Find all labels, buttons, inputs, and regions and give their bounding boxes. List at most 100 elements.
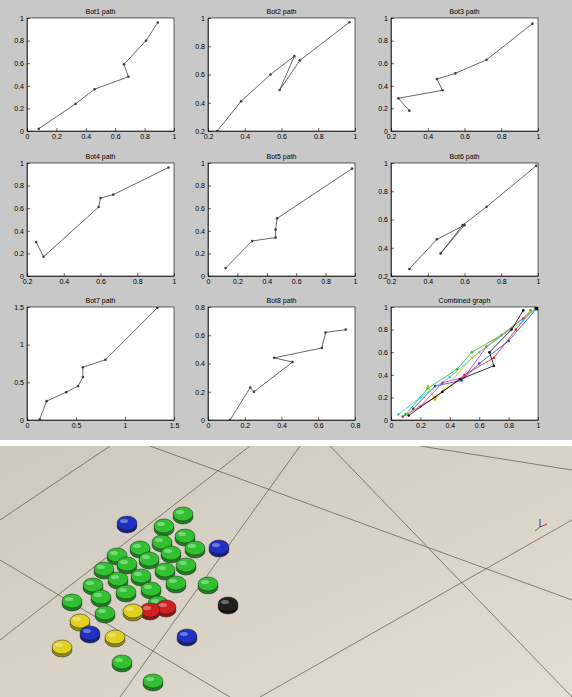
tick: 0.8 (378, 37, 394, 44)
tick: 1 (537, 273, 541, 285)
tick: 0.8 (504, 417, 514, 429)
x-axis: 00.511.5 (26, 417, 180, 429)
y-axis: 00.20.40.60.81 (14, 15, 30, 135)
tick: 0.5 (14, 379, 30, 386)
tick: 0.6 (378, 216, 394, 223)
waypoint (123, 63, 126, 66)
plot-area (397, 22, 534, 112)
robot (117, 516, 137, 533)
tile-seam (420, 446, 572, 470)
waypoint (529, 310, 532, 313)
waypoint (471, 357, 474, 360)
axes-frame (391, 307, 538, 420)
tick-label: 0.4 (240, 133, 250, 140)
waypoint (145, 39, 148, 42)
path-line (39, 23, 158, 129)
path-line (406, 309, 535, 414)
tick-mark (391, 41, 394, 42)
path-line (40, 308, 158, 419)
waypoint (436, 78, 439, 81)
tick: 0.6 (475, 417, 485, 429)
tick-mark (391, 375, 394, 376)
tick: 0.2 (416, 417, 426, 429)
tick-mark (391, 131, 394, 132)
tick: 1 (384, 15, 394, 22)
tick-mark (208, 231, 211, 232)
plot-area (229, 328, 347, 420)
tick: 0.4 (195, 228, 211, 235)
tick-label: 0 (201, 417, 205, 424)
tick: 0.6 (111, 128, 121, 140)
tick-label: 1 (384, 304, 388, 311)
y-axis: 00.511.5 (14, 304, 30, 424)
robot (105, 630, 125, 647)
tick: 0.6 (277, 128, 287, 140)
tick-label: 0.4 (195, 228, 205, 235)
tick-mark (137, 273, 138, 276)
waypoint (240, 100, 243, 103)
robot (173, 507, 193, 524)
tick: 0.4 (195, 99, 211, 106)
tick-mark (391, 191, 394, 192)
tick-label: 0 (20, 273, 24, 280)
waypoint (522, 319, 525, 322)
robot (91, 590, 111, 607)
tick-mark (27, 276, 30, 277)
waypoint (439, 252, 442, 255)
tick-mark (115, 128, 116, 131)
tick: 1 (537, 128, 541, 140)
tick: 0.6 (195, 332, 211, 339)
tick: 0.4 (14, 228, 30, 235)
waypoint (269, 73, 272, 76)
tick: 0.2 (378, 273, 394, 280)
tick-mark (391, 248, 394, 249)
tick-label: 0.8 (378, 326, 388, 333)
waypoint (493, 340, 496, 343)
waypoint (441, 390, 444, 393)
tick-mark (501, 273, 502, 276)
axes-frame (27, 307, 174, 420)
axis-line (209, 131, 356, 132)
tick-mark (27, 108, 30, 109)
tick: 0.4 (423, 128, 433, 140)
tick: 0.6 (14, 60, 30, 67)
x-axis: 00.20.40.60.81 (390, 417, 541, 429)
tick: 0.4 (378, 83, 394, 90)
plot-background (27, 307, 174, 420)
tick-label: 0.8 (14, 37, 24, 44)
plot-area (37, 21, 159, 130)
tick-label: 0.2 (195, 128, 205, 135)
waypoint (493, 364, 496, 367)
waypoint (251, 240, 254, 243)
tick-mark (391, 276, 394, 277)
tick-label: 0.6 (378, 216, 388, 223)
axis-line (209, 420, 356, 421)
tick: 0 (201, 417, 211, 424)
waypoint (291, 361, 294, 364)
tick-label: 0.8 (195, 182, 205, 189)
waypoint (408, 109, 411, 112)
tick: 0.6 (195, 205, 211, 212)
path-line (403, 310, 531, 416)
tick-mark (391, 63, 394, 64)
tick-label: 0.6 (96, 278, 106, 285)
waypoint (273, 357, 276, 360)
plot-background (27, 18, 174, 131)
tick-label: 0 (20, 128, 24, 135)
tick: 0.4 (423, 273, 433, 285)
robot (62, 594, 82, 611)
tick-label: 1 (20, 160, 24, 167)
waypoint (127, 75, 130, 78)
tick-label: 0.8 (133, 278, 143, 285)
waypoint (436, 238, 439, 241)
tick-label: 1 (537, 278, 541, 285)
panel: 0.20.40.60.8100.20.40.60.81Bot4 path (14, 153, 176, 285)
waypoint (156, 307, 159, 309)
tick-mark (208, 163, 211, 164)
waypoint (278, 89, 281, 92)
waypoint (507, 340, 510, 343)
path-line (226, 169, 352, 268)
tick-mark (208, 307, 211, 308)
tick: 0.8 (195, 182, 211, 189)
tick-label: 1 (384, 160, 388, 167)
